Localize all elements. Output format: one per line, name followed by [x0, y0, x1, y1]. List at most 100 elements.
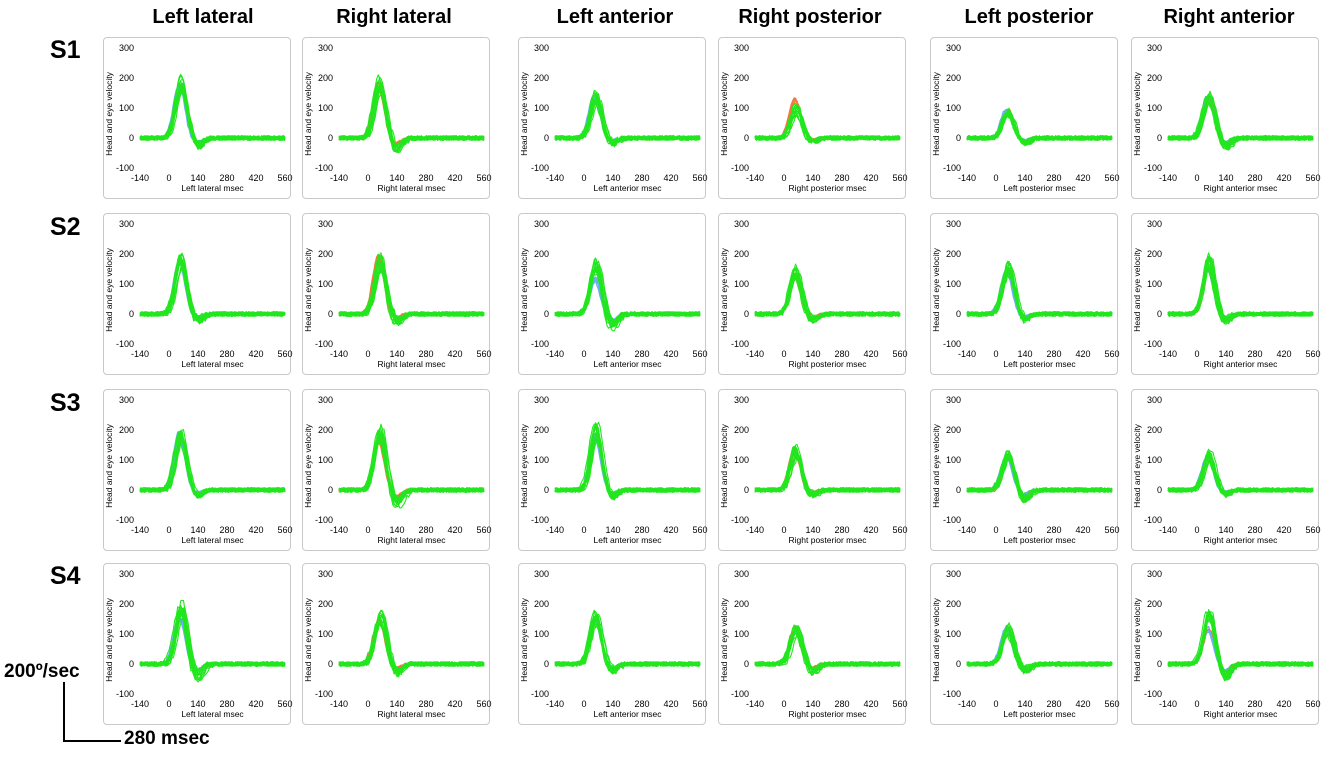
- x-tick-label: 280: [219, 173, 234, 183]
- x-tick-label: 140: [190, 349, 205, 359]
- eye-velocity-trace: [139, 259, 286, 320]
- chart-svg: -100 0 100 200 300 -140 0 140 280 420 560 Left post…: [931, 569, 1120, 719]
- x-tick-label: 0: [365, 173, 370, 183]
- x-tick-label: 560: [892, 349, 907, 359]
- y-axis-label: Head and eye velocity: [931, 247, 941, 331]
- x-tick-label: 0: [1194, 173, 1199, 183]
- y-tick-label: 0: [129, 309, 134, 319]
- x-tick-label: 560: [476, 349, 491, 359]
- y-tick-label: -100: [1144, 339, 1162, 349]
- y-tick-label: 0: [544, 485, 549, 495]
- x-axis-label: Left posterior msec: [1003, 359, 1076, 369]
- head-velocity-trace: [966, 268, 1113, 318]
- head-velocity-trace: [554, 95, 701, 142]
- y-tick-label: -100: [1144, 689, 1162, 699]
- panel-2-1: -100 0 100 200 300 -140 0 140 280 420 560 Left late…: [103, 213, 293, 375]
- eye-velocity-trace: [554, 268, 701, 328]
- chart-svg: -100 0 100 200 300 -140 0 140 280 420 560 Right pos…: [719, 569, 908, 719]
- x-tick-label: 280: [1046, 699, 1061, 709]
- eye-velocity-trace: [554, 257, 701, 329]
- panel-2-6: -100 0 100 200 300 -140 0 140 280 420 560 Right ant…: [1131, 213, 1321, 375]
- head-velocity-trace: [754, 451, 901, 494]
- panel-1-4: -100 0 100 200 300 -140 0 140 280 420 560 Right pos…: [718, 37, 908, 199]
- x-tick-label: -140: [958, 173, 976, 183]
- head-velocity-trace: [754, 97, 901, 141]
- y-tick-label: 0: [956, 309, 961, 319]
- eye-velocity-trace: [554, 422, 701, 497]
- y-tick-label: -100: [116, 163, 134, 173]
- x-tick-label: 560: [1104, 699, 1119, 709]
- x-tick-label: 280: [219, 349, 234, 359]
- y-tick-label: 200: [119, 249, 134, 259]
- y-tick-label: 100: [946, 279, 961, 289]
- eye-velocity-trace: [966, 265, 1113, 320]
- y-tick-label: 100: [534, 103, 549, 113]
- y-tick-label: 100: [1147, 103, 1162, 113]
- eye-velocity-trace: [338, 432, 485, 508]
- traces: [139, 252, 286, 325]
- head-velocity-trace: [966, 268, 1113, 319]
- eye-velocity-trace: [1167, 101, 1314, 150]
- eye-velocity-trace: [139, 73, 286, 145]
- head-velocity-trace: [139, 260, 286, 319]
- x-tick-label: 560: [1305, 525, 1320, 535]
- x-tick-label: 420: [248, 349, 263, 359]
- x-axis-label: Left anterior msec: [593, 359, 662, 369]
- x-tick-label: 560: [892, 173, 907, 183]
- eye-velocity-trace: [338, 439, 485, 508]
- x-tick-label: -140: [546, 349, 564, 359]
- x-tick-label: 280: [834, 525, 849, 535]
- y-axis-label: Head and eye velocity: [519, 247, 529, 331]
- traces: [1167, 252, 1314, 325]
- y-tick-label: 300: [534, 219, 549, 229]
- head-velocity-trace: [1168, 267, 1314, 319]
- x-tick-label: 420: [1075, 349, 1090, 359]
- y-tick-label: 300: [119, 219, 134, 229]
- eye-velocity-trace: [1167, 101, 1314, 149]
- panel-3-2: -100 0 100 200 300 -140 0 140 280 420 560 Right lat…: [302, 389, 492, 551]
- x-tick-label: 280: [418, 349, 433, 359]
- panel-1-3: -100 0 100 200 300 -140 0 140 280 420 560 Left ante…: [518, 37, 708, 199]
- traces: [139, 73, 286, 150]
- eye-velocity-trace: [338, 90, 485, 151]
- eye-velocity-trace: [139, 90, 286, 148]
- x-tick-label: 420: [663, 349, 678, 359]
- y-tick-label: 100: [534, 455, 549, 465]
- y-axis-label: Head and eye velocity: [1132, 597, 1142, 681]
- eye-velocity-trace: [139, 607, 286, 678]
- y-tick-label: -100: [315, 515, 333, 525]
- eye-velocity-trace: [1167, 621, 1314, 681]
- y-axis-label: Head and eye velocity: [519, 423, 529, 507]
- x-tick-label: 140: [1017, 699, 1032, 709]
- traces: [554, 421, 701, 501]
- panel-3-1: -100 0 100 200 300 -140 0 140 280 420 560 Left late…: [103, 389, 293, 551]
- x-tick-label: 0: [581, 525, 586, 535]
- eye-velocity-trace: [139, 613, 286, 680]
- x-axis-label: Right lateral msec: [377, 183, 446, 193]
- x-tick-label: 560: [277, 525, 292, 535]
- eye-velocity-trace: [554, 95, 701, 146]
- traces: [338, 609, 485, 678]
- y-tick-label: 300: [534, 395, 549, 405]
- x-tick-label: 420: [1276, 173, 1291, 183]
- eye-velocity-trace: [338, 620, 485, 678]
- y-tick-label: 100: [119, 103, 134, 113]
- eye-velocity-trace: [1167, 96, 1314, 150]
- traces: [754, 443, 901, 499]
- traces: [139, 429, 286, 499]
- y-tick-label: 100: [318, 103, 333, 113]
- y-axis-label: Head and eye velocity: [1132, 71, 1142, 155]
- eye-velocity-trace: [966, 450, 1113, 504]
- y-tick-label: -100: [116, 339, 134, 349]
- x-tick-label: 560: [1104, 349, 1119, 359]
- x-axis-label: Left anterior msec: [593, 183, 662, 193]
- traces: [338, 252, 485, 327]
- eye-velocity-trace: [966, 262, 1113, 320]
- head-velocity-trace: [554, 95, 701, 143]
- panel-1-6: -100 0 100 200 300 -140 0 140 280 420 560 Right ant…: [1131, 37, 1321, 199]
- x-tick-label: 0: [1194, 525, 1199, 535]
- eye-velocity-trace: [139, 608, 286, 677]
- eye-velocity-trace: [554, 262, 701, 332]
- x-tick-label: 0: [581, 173, 586, 183]
- head-velocity-trace: [1167, 269, 1314, 319]
